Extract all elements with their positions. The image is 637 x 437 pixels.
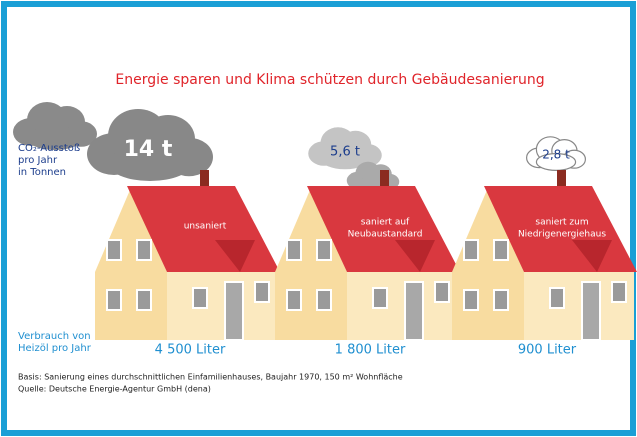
co2-label: pro Jahr — [18, 155, 58, 166]
house-label: Niedrigenergiehaus — [518, 230, 606, 240]
window — [192, 287, 208, 309]
window — [136, 289, 152, 311]
co2-value: 14 t — [124, 137, 173, 162]
house — [95, 170, 280, 341]
co2-value: 2,8 t — [542, 148, 570, 162]
cloud — [308, 127, 382, 170]
house — [275, 170, 460, 341]
consumption-value: 900 Liter — [518, 343, 577, 358]
window — [254, 281, 270, 303]
cloud — [526, 136, 586, 172]
house-label: saniert zum — [535, 218, 588, 228]
co2-label: CO₂-Ausstoß — [18, 143, 80, 154]
footer: Quelle: Deutsche Energie-Agentur GmbH (d… — [18, 385, 211, 394]
roof-shadow — [572, 240, 612, 272]
house-label: unsaniert — [184, 222, 227, 232]
window — [106, 289, 122, 311]
window — [372, 287, 388, 309]
consumption-label: Heizöl pro Jahr — [18, 343, 92, 354]
window — [286, 289, 302, 311]
chimney — [380, 170, 389, 192]
cloud-puff — [108, 145, 192, 181]
cloud — [13, 102, 97, 150]
window — [136, 239, 152, 261]
window — [463, 289, 479, 311]
title: Energie sparen und Klima schützen durch … — [115, 72, 544, 88]
cloud-puff — [535, 153, 577, 172]
consumption-value: 1 800 Liter — [335, 343, 406, 358]
roof-shadow — [215, 240, 255, 272]
window — [286, 239, 302, 261]
window — [611, 281, 627, 303]
house-label: Neubaustandard — [348, 230, 423, 240]
consumption-value: 4 500 Liter — [155, 343, 226, 358]
house-label: saniert auf — [361, 218, 410, 228]
door — [581, 281, 601, 341]
window — [316, 239, 332, 261]
consumption-label: Verbrauch von — [18, 331, 91, 342]
window — [463, 239, 479, 261]
window — [493, 289, 509, 311]
cloud-puff — [27, 126, 83, 150]
window — [434, 281, 450, 303]
window — [493, 239, 509, 261]
chimney — [557, 170, 566, 192]
co2-label: in Tonnen — [18, 167, 66, 178]
cloud — [87, 109, 213, 181]
window — [106, 239, 122, 261]
roof-shadow — [395, 240, 435, 272]
house — [452, 170, 637, 341]
cloud-puff — [320, 148, 370, 170]
footer: Basis: Sanierung eines durchschnittliche… — [18, 373, 403, 382]
door — [404, 281, 424, 341]
window — [316, 289, 332, 311]
window — [549, 287, 565, 309]
door — [224, 281, 244, 341]
chimney — [200, 170, 209, 192]
illustration: unsaniert 4 500 Liter saniert auf Neubausta… — [13, 102, 637, 358]
co2-value: 5,6 t — [330, 145, 360, 160]
